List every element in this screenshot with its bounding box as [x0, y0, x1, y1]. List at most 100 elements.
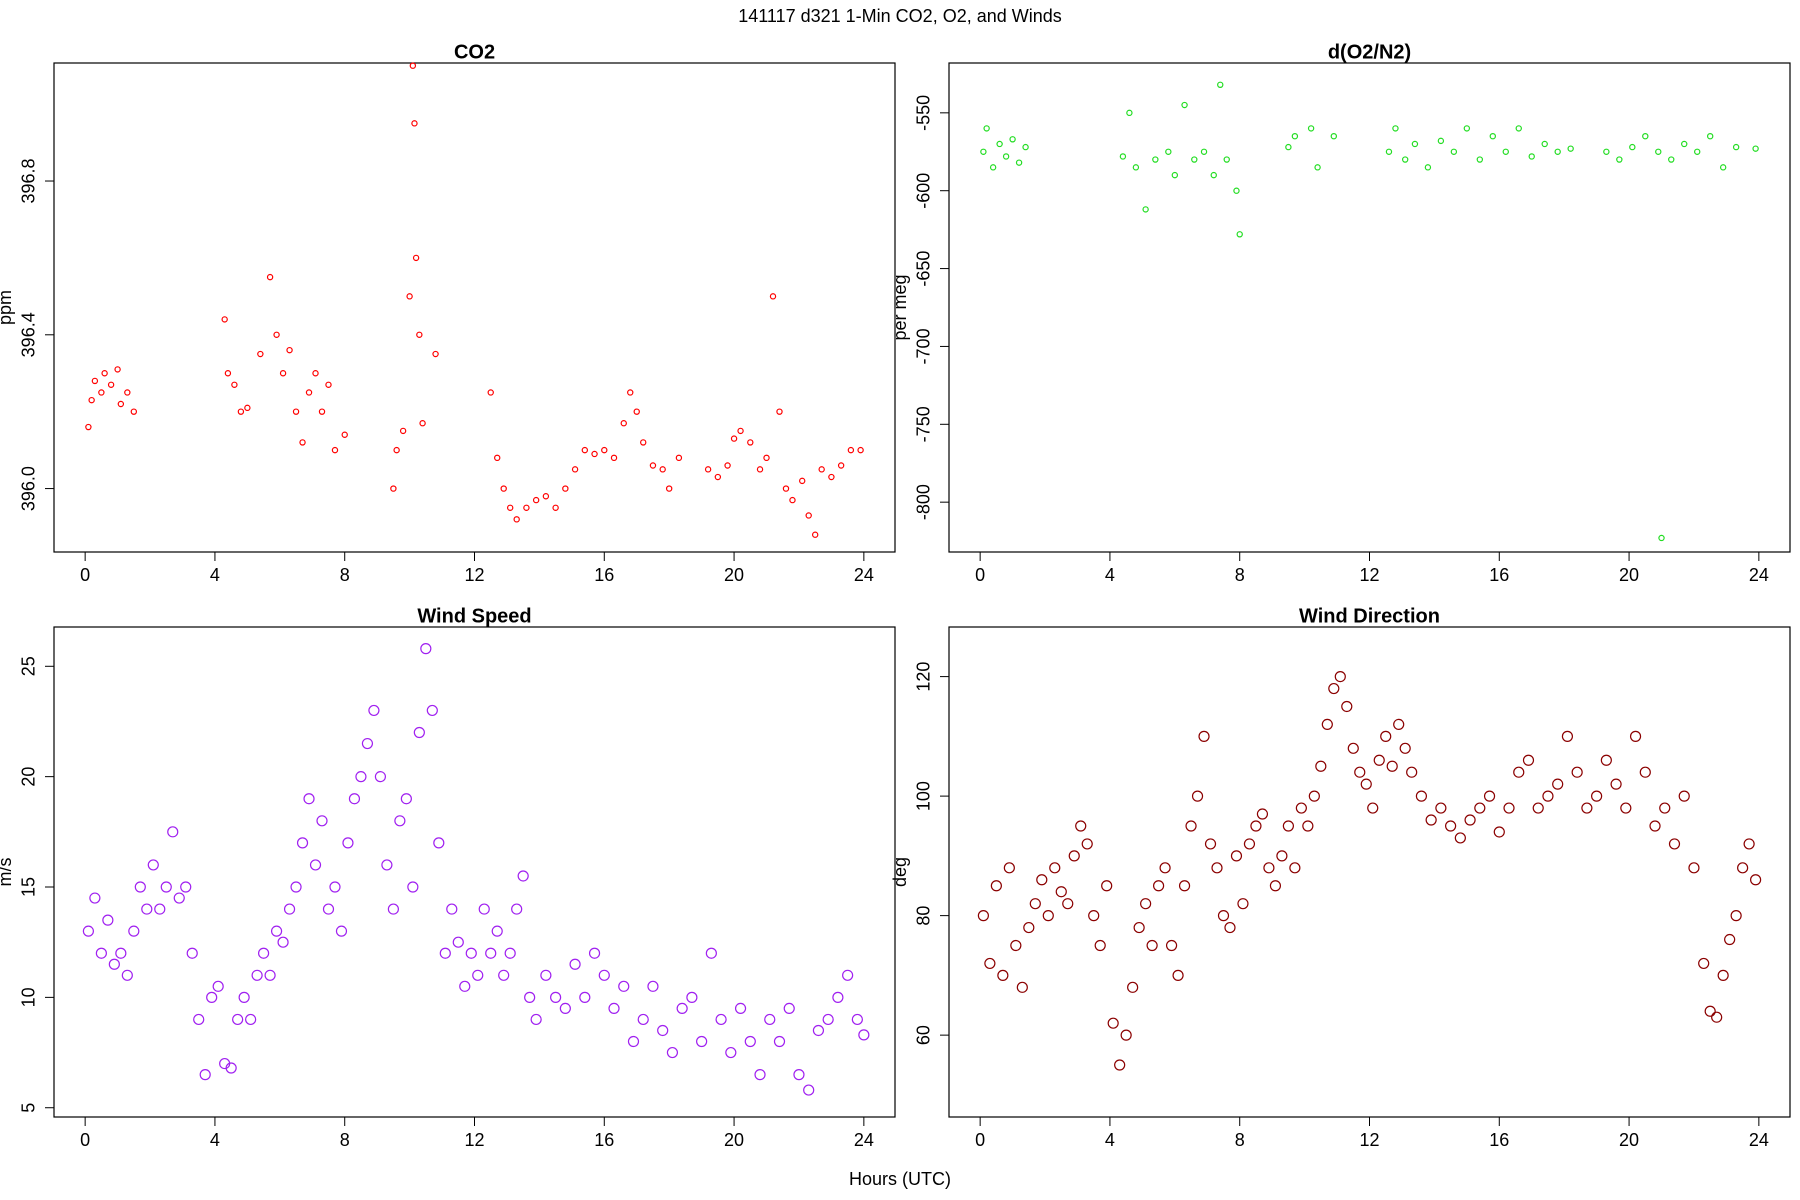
point [1571, 766, 1583, 778]
point [517, 870, 529, 882]
point [1002, 153, 1010, 160]
point [1642, 132, 1649, 140]
point [696, 1035, 708, 1048]
point [426, 704, 438, 717]
x-tick-label: 0 [80, 1130, 90, 1150]
point [409, 62, 417, 69]
point [1639, 766, 1651, 778]
point [1107, 1017, 1119, 1029]
point [763, 454, 770, 462]
y-tick-label: -600 [914, 173, 934, 209]
x-tick-label: 0 [975, 565, 985, 585]
point [832, 991, 844, 1003]
point [1256, 808, 1269, 820]
y-tick-label: 120 [914, 662, 934, 692]
point [532, 496, 540, 504]
point [1483, 790, 1496, 802]
point [1200, 148, 1208, 155]
point [1554, 148, 1561, 155]
point [1140, 898, 1152, 910]
x-tick-label: 8 [340, 1130, 350, 1150]
point [258, 947, 270, 959]
point [506, 504, 514, 511]
point [1392, 125, 1399, 132]
point [1616, 156, 1623, 163]
point [724, 462, 731, 469]
point [206, 991, 218, 1003]
point [627, 1035, 640, 1048]
y-tick-label: -550 [914, 95, 934, 131]
x-tick-label: 8 [1235, 1130, 1245, 1150]
point [1450, 148, 1458, 155]
point [1552, 778, 1564, 790]
y-tick-label: -750 [914, 406, 934, 442]
point [1489, 132, 1496, 140]
point [659, 466, 666, 473]
point [1752, 145, 1759, 152]
point [1522, 754, 1535, 766]
point [1250, 820, 1262, 832]
point [1581, 802, 1593, 814]
point [1285, 143, 1292, 151]
point [1399, 742, 1411, 754]
point [374, 771, 387, 783]
point [640, 439, 647, 446]
point [1464, 814, 1476, 826]
point [997, 969, 1009, 981]
point [504, 947, 516, 959]
point [407, 881, 419, 893]
point [837, 462, 845, 469]
point [500, 485, 507, 492]
point [805, 512, 812, 519]
point [598, 969, 610, 981]
point [601, 446, 608, 454]
point [776, 408, 783, 415]
x-tick-label: 8 [340, 565, 350, 585]
point [1649, 820, 1661, 832]
point [167, 826, 179, 838]
point [224, 370, 232, 377]
x-tick-label: 16 [1489, 1130, 1509, 1150]
point [737, 427, 744, 435]
point [1178, 880, 1191, 892]
point [1704, 1005, 1716, 1017]
x-tick-label: 16 [594, 565, 614, 585]
point [82, 925, 94, 937]
point [1334, 670, 1346, 683]
point [1678, 790, 1690, 802]
point [1217, 81, 1224, 89]
point [552, 504, 559, 511]
point [264, 969, 276, 981]
point [128, 925, 140, 937]
y-tick-label: -800 [914, 484, 934, 520]
point [990, 880, 1002, 892]
point [1659, 802, 1671, 814]
point [329, 881, 341, 893]
point [666, 1046, 679, 1059]
point [322, 903, 335, 915]
point [1610, 778, 1622, 790]
point [523, 504, 530, 511]
point [1088, 910, 1100, 922]
point [608, 1002, 620, 1015]
point [413, 726, 425, 739]
point [141, 903, 153, 915]
point [1502, 148, 1509, 155]
point [1385, 148, 1393, 155]
point [1620, 802, 1632, 814]
point [1668, 838, 1681, 850]
point [530, 1013, 542, 1026]
point [1126, 109, 1133, 117]
point [818, 466, 825, 473]
point [793, 1069, 805, 1081]
point [121, 969, 133, 981]
point [1010, 939, 1022, 952]
point [1435, 802, 1447, 814]
point [279, 370, 287, 377]
point [1062, 898, 1074, 910]
point [237, 408, 245, 415]
x-tick-label: 20 [724, 565, 744, 585]
point [1730, 910, 1742, 922]
